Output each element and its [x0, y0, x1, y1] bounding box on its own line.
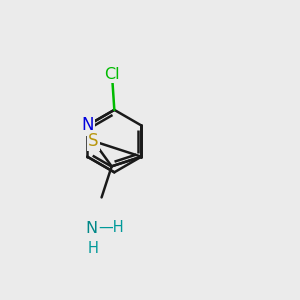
Text: —H: —H: [98, 220, 124, 235]
Text: Cl: Cl: [104, 67, 120, 82]
Text: N: N: [85, 221, 98, 236]
Text: H: H: [88, 241, 99, 256]
Text: N: N: [81, 116, 94, 134]
Text: S: S: [88, 132, 99, 150]
